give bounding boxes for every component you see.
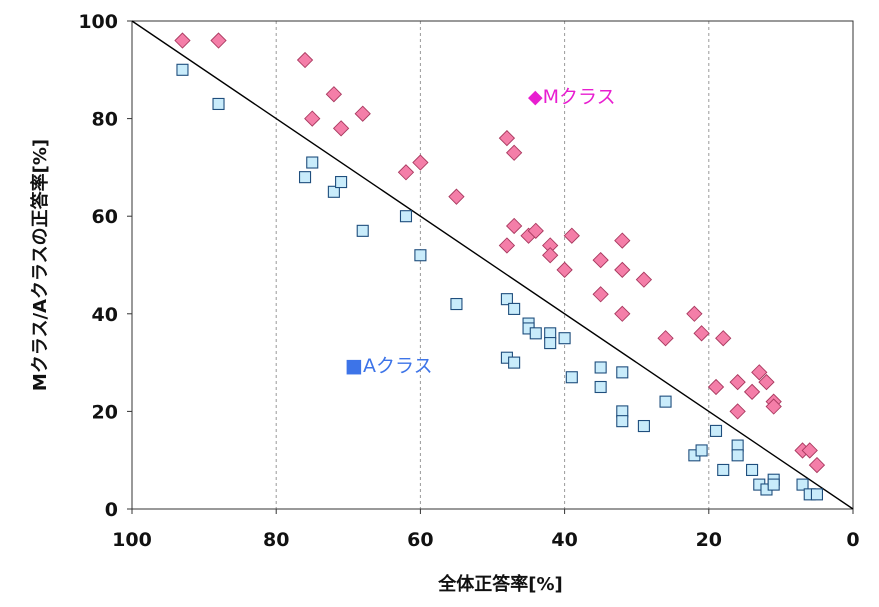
data-point-m <box>448 188 465 205</box>
data-point-m <box>715 330 732 347</box>
data-point-a <box>594 361 607 374</box>
data-point-m <box>296 51 314 69</box>
data-point-a <box>508 356 521 369</box>
data-point-m <box>707 378 725 396</box>
data-point-m <box>765 398 782 415</box>
data-point-m <box>332 120 350 137</box>
data-point-m <box>801 442 818 459</box>
data-point-m <box>527 222 544 239</box>
data-point-a <box>594 380 607 394</box>
data-point-a <box>529 327 542 340</box>
data-point-a <box>637 419 650 433</box>
legend-m-class: ◆Mクラス <box>528 86 616 108</box>
series-m-class <box>174 32 826 474</box>
data-point-m <box>505 144 523 161</box>
data-point-a <box>659 395 672 408</box>
data-point-a <box>616 415 629 428</box>
plot-border <box>131 20 854 510</box>
data-point-a <box>508 302 521 315</box>
data-point-m <box>657 330 674 347</box>
y-tick-label: 100 <box>78 11 118 33</box>
data-point-m <box>498 237 516 254</box>
data-point-a <box>298 171 312 184</box>
data-point-m <box>614 232 631 249</box>
data-point-m <box>304 110 321 127</box>
data-point-m <box>614 305 631 322</box>
x-axis-title: 全体正答率[%] <box>437 573 563 595</box>
data-point-m <box>635 271 653 288</box>
data-point-m <box>412 154 429 171</box>
data-point-a <box>746 463 759 477</box>
data-point-m <box>751 364 768 381</box>
data-point-m <box>758 373 775 391</box>
data-point-a <box>810 488 824 501</box>
data-point-a <box>709 424 723 437</box>
x-tick-label: 80 <box>263 529 289 551</box>
data-point-a <box>796 478 809 491</box>
data-point-a <box>500 293 513 306</box>
data-point-a <box>414 249 427 262</box>
data-point-a <box>176 63 189 76</box>
data-point-a <box>399 210 413 223</box>
data-point-a <box>544 337 557 350</box>
data-point-m <box>729 403 746 420</box>
data-point-m <box>556 261 573 279</box>
data-point-m <box>563 227 580 244</box>
data-point-a <box>731 449 744 462</box>
data-point-a <box>558 332 571 345</box>
data-point-m <box>729 373 746 391</box>
data-point-m <box>693 325 710 342</box>
data-point-m <box>498 129 516 147</box>
y-tick-label: 20 <box>92 401 118 423</box>
data-point-m <box>592 251 609 269</box>
data-point-a <box>335 175 348 189</box>
data-point-m <box>505 217 523 235</box>
data-point-m <box>174 32 191 49</box>
data-point-a <box>616 366 629 379</box>
data-point-m <box>614 261 631 279</box>
data-point-m <box>808 456 826 474</box>
reference-line <box>131 20 854 510</box>
data-point-m <box>210 32 227 49</box>
y-tick-label: 60 <box>92 206 118 228</box>
series-a-class <box>176 63 824 501</box>
data-point-a <box>717 463 730 477</box>
x-tick-label: 20 <box>696 529 722 551</box>
data-point-m <box>397 164 415 181</box>
y-tick-label: 0 <box>105 499 118 521</box>
data-point-m <box>592 286 609 303</box>
data-point-a <box>767 478 780 491</box>
data-point-a <box>565 371 578 384</box>
data-point-a <box>327 185 340 198</box>
data-point-a <box>306 156 319 169</box>
data-point-a <box>695 444 708 457</box>
x-tick-label: 0 <box>846 529 859 551</box>
data-point-m <box>743 383 761 401</box>
data-point-a <box>212 97 225 111</box>
legend-a-class: ■Aクラス <box>345 355 433 377</box>
x-tick-label: 40 <box>551 529 577 551</box>
y-tick-label: 80 <box>92 109 118 131</box>
x-tick-label: 100 <box>112 529 152 551</box>
x-tick-label: 60 <box>407 529 433 551</box>
y-axis-title: Mクラス/Aクラスの正答率[%] <box>29 139 51 391</box>
data-point-m <box>325 86 343 103</box>
data-point-a <box>450 297 463 311</box>
data-point-m <box>686 305 703 322</box>
y-tick-label: 40 <box>92 304 118 326</box>
data-point-m <box>542 247 559 264</box>
data-point-m <box>354 105 371 122</box>
data-point-a <box>356 224 369 237</box>
